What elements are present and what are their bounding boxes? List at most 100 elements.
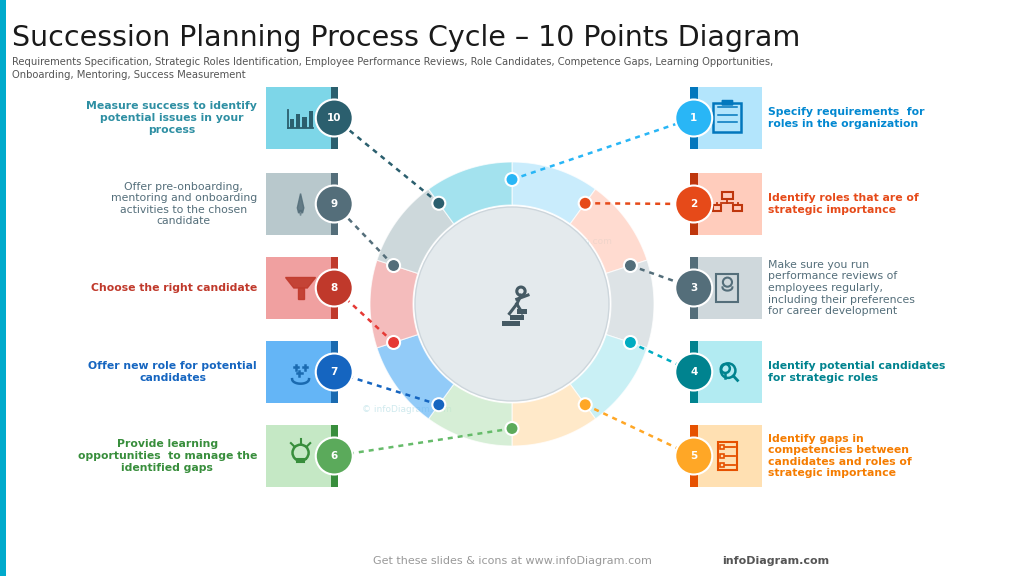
Bar — [266, 341, 338, 403]
Bar — [690, 87, 762, 149]
Circle shape — [506, 173, 518, 186]
Circle shape — [506, 422, 518, 435]
Text: 4: 4 — [690, 367, 697, 377]
Circle shape — [315, 185, 352, 222]
Polygon shape — [298, 288, 303, 300]
Polygon shape — [377, 335, 454, 419]
Text: Make sure you run
performance reviews of
employees regularly,
including their pr: Make sure you run performance reviews of… — [768, 260, 914, 316]
Polygon shape — [512, 384, 596, 446]
Text: Identify gaps in
competencies between
candidates and roles of
strategic importan: Identify gaps in competencies between ca… — [768, 434, 911, 479]
Polygon shape — [428, 384, 512, 446]
Text: Offer pre-onboarding,
mentoring and onboarding
activities to the chosen
candidat: Offer pre-onboarding, mentoring and onbo… — [111, 181, 257, 226]
Bar — [296, 113, 300, 128]
Bar — [331, 87, 338, 149]
Circle shape — [624, 336, 637, 349]
Circle shape — [315, 354, 352, 391]
Circle shape — [387, 259, 400, 272]
Circle shape — [432, 398, 445, 411]
Circle shape — [675, 438, 713, 475]
Circle shape — [675, 270, 713, 306]
Circle shape — [315, 270, 352, 306]
Bar — [720, 463, 724, 468]
Circle shape — [387, 336, 400, 349]
Polygon shape — [377, 189, 454, 274]
Bar — [503, 321, 520, 327]
Circle shape — [415, 207, 609, 401]
Circle shape — [579, 197, 592, 210]
Polygon shape — [297, 194, 304, 213]
Text: 3: 3 — [690, 283, 697, 293]
Text: 8: 8 — [331, 283, 338, 293]
Text: 10: 10 — [327, 113, 341, 123]
Bar — [717, 274, 738, 302]
Text: Identify potential candidates
for strategic roles: Identify potential candidates for strate… — [768, 361, 945, 383]
Polygon shape — [570, 189, 647, 274]
Bar — [722, 192, 733, 199]
Bar — [302, 117, 306, 128]
Bar — [331, 425, 338, 487]
Bar — [290, 119, 294, 128]
Text: 1: 1 — [690, 113, 697, 123]
Circle shape — [675, 354, 713, 391]
Circle shape — [315, 100, 352, 137]
Bar — [331, 341, 338, 403]
Bar — [690, 425, 762, 487]
Bar — [266, 425, 338, 487]
Bar — [0, 0, 5, 576]
Text: Specify requirements  for
roles in the organization: Specify requirements for roles in the or… — [768, 107, 925, 129]
Bar — [718, 442, 737, 470]
Bar — [733, 204, 741, 211]
Bar — [690, 173, 697, 235]
Text: Get these slides & icons at www.infoDiagram.com: Get these slides & icons at www.infoDiag… — [373, 556, 651, 566]
Text: Provide learning
opportunities  to manage the
identified gaps: Provide learning opportunities to manage… — [78, 439, 257, 472]
Polygon shape — [606, 260, 654, 348]
Bar — [308, 111, 313, 128]
Polygon shape — [370, 260, 418, 348]
Circle shape — [432, 197, 445, 210]
Bar — [690, 87, 697, 149]
Bar — [713, 204, 722, 211]
Text: © infoDiagram.com: © infoDiagram.com — [362, 404, 452, 414]
FancyBboxPatch shape — [722, 100, 733, 106]
Text: Succession Planning Process Cycle – 10 Points Diagram: Succession Planning Process Cycle – 10 P… — [12, 24, 800, 52]
Circle shape — [315, 438, 352, 475]
Text: 6: 6 — [331, 451, 338, 461]
Bar — [690, 341, 697, 403]
Text: Offer new role for potential
candidates: Offer new role for potential candidates — [88, 361, 257, 383]
Text: Onboarding, Mentoring, Success Measurement: Onboarding, Mentoring, Success Measureme… — [12, 70, 246, 80]
Circle shape — [675, 185, 713, 222]
Polygon shape — [570, 335, 647, 419]
Bar — [720, 445, 724, 449]
Bar — [510, 314, 523, 320]
Bar — [690, 257, 697, 319]
Circle shape — [579, 398, 592, 411]
Polygon shape — [286, 278, 315, 288]
Bar — [720, 454, 724, 458]
Text: Identify roles that are of
strategic importance: Identify roles that are of strategic imp… — [768, 193, 919, 215]
Bar — [331, 257, 338, 319]
Text: Choose the right candidate: Choose the right candidate — [91, 283, 257, 293]
Polygon shape — [428, 162, 512, 224]
Circle shape — [675, 100, 713, 137]
Bar — [517, 309, 527, 314]
Polygon shape — [299, 210, 302, 215]
Text: Requirements Specification, Strategic Roles Identification, Employee Performance: Requirements Specification, Strategic Ro… — [12, 57, 773, 67]
Bar — [690, 425, 697, 487]
Bar — [690, 341, 762, 403]
Bar — [714, 103, 741, 132]
Text: 2: 2 — [690, 199, 697, 209]
Text: 5: 5 — [690, 451, 697, 461]
Text: 9: 9 — [331, 199, 338, 209]
Text: © infoDiagram.com: © infoDiagram.com — [522, 237, 612, 247]
Bar — [266, 87, 338, 149]
Text: infoDiagram.com: infoDiagram.com — [722, 556, 829, 566]
Text: Measure success to identify
potential issues in your
process: Measure success to identify potential is… — [86, 101, 257, 135]
Bar — [690, 257, 762, 319]
Bar — [690, 173, 762, 235]
Bar — [266, 173, 338, 235]
Circle shape — [624, 259, 637, 272]
Bar — [266, 257, 338, 319]
Text: 7: 7 — [331, 367, 338, 377]
Bar — [331, 173, 338, 235]
Polygon shape — [512, 162, 596, 224]
